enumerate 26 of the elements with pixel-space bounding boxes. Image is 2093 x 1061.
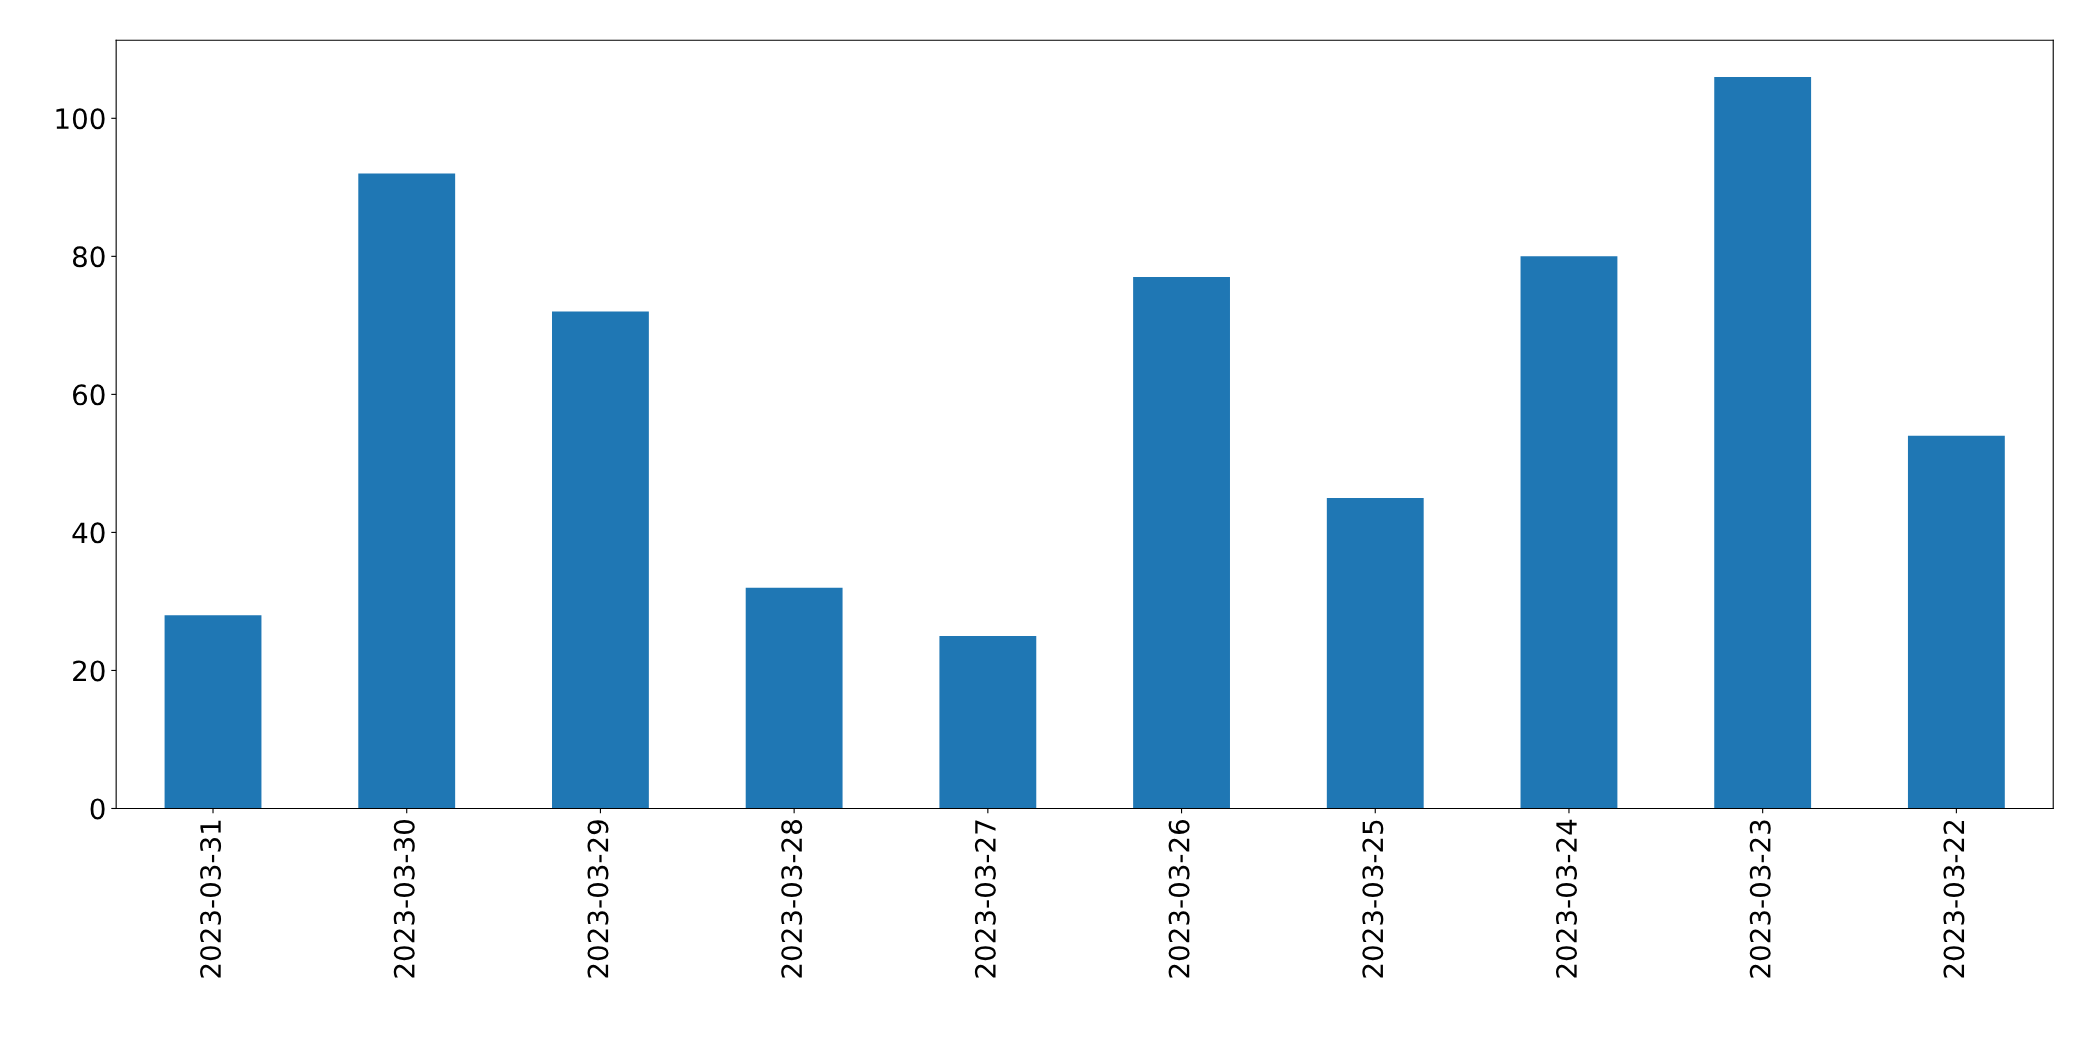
x-tick-label: 2023-03-26	[1168, 819, 1190, 978]
bar	[1133, 277, 1230, 809]
x-tick-label: 2023-03-30	[393, 820, 415, 978]
bar	[1326, 497, 1424, 809]
x-tick-label: 2023-03-27	[974, 820, 996, 978]
x-tick-label: 2023-03-28	[781, 820, 803, 978]
bar	[939, 635, 1037, 809]
bar	[164, 615, 262, 809]
x-tick-label: 2023-03-29	[587, 820, 609, 978]
bar	[552, 311, 649, 809]
x-tick-label: 2023-03-24	[1556, 819, 1578, 978]
x-tick-label: 2023-03-23	[1749, 820, 1771, 978]
x-tick-label: 2023-03-25	[1362, 820, 1384, 978]
bar	[1520, 256, 1618, 809]
bar	[1907, 435, 2005, 809]
bar	[1714, 76, 1812, 809]
y-tick-label: 0	[90, 798, 105, 820]
x-tick-label: 2023-03-22	[1943, 820, 1965, 978]
y-tick-label: 100	[56, 108, 105, 130]
y-tick-label: 20	[73, 660, 105, 682]
y-tick-label: 60	[73, 384, 105, 406]
y-tick-label: 80	[72, 246, 105, 268]
bar	[745, 587, 843, 809]
x-tick-label: 2023-03-31	[200, 820, 222, 978]
bar	[358, 173, 456, 809]
y-tick-label: 40	[72, 522, 105, 544]
